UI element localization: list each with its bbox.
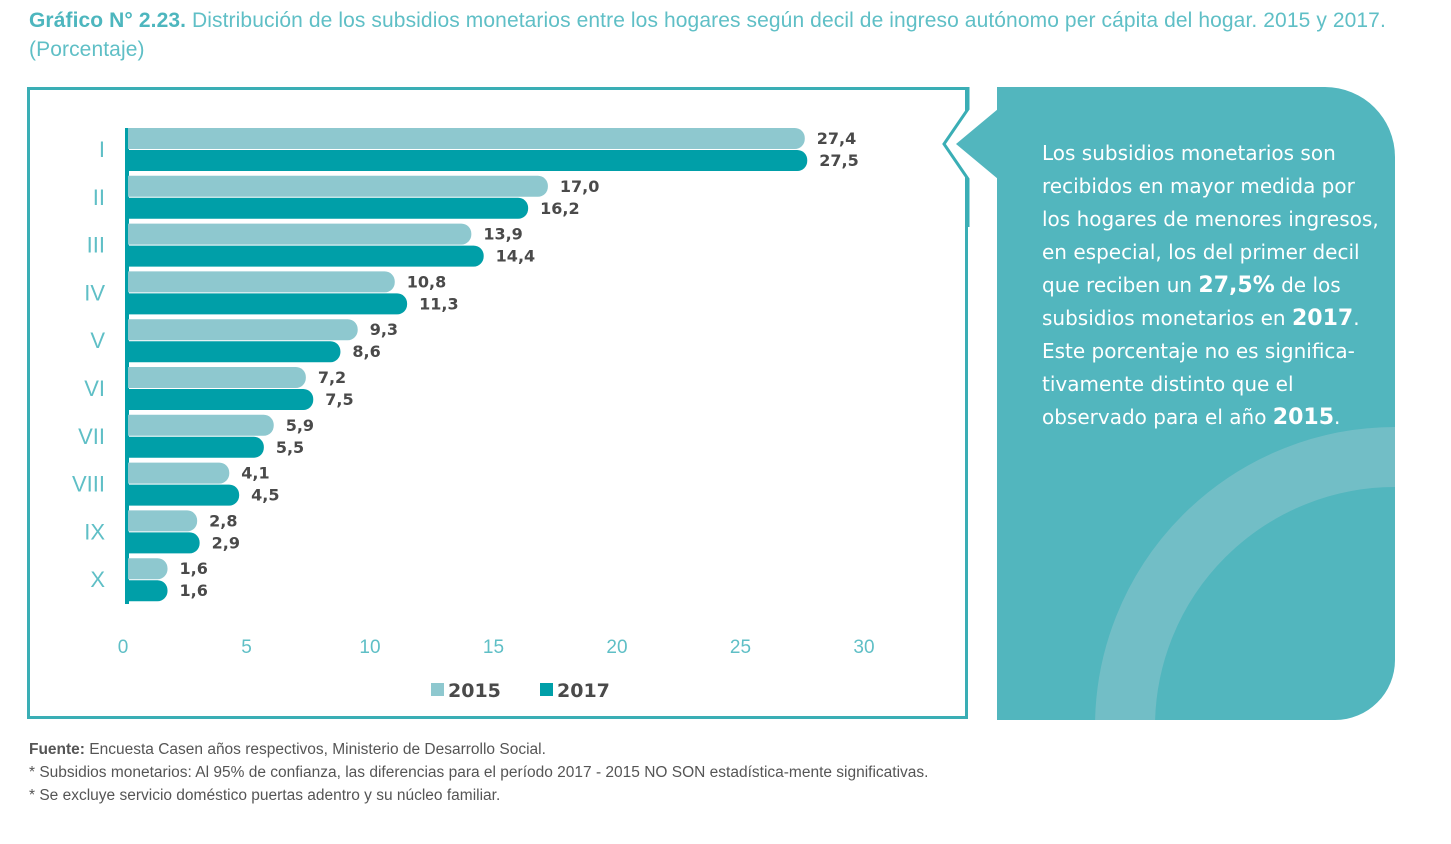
- callout-highlight: 27,5%: [1198, 273, 1275, 298]
- bar-2015-II: [128, 175, 548, 197]
- category-label: III: [87, 233, 105, 258]
- x-tick-label: 15: [483, 637, 504, 658]
- chart-title: Gráfico N° 2.23. Distribución de los sub…: [29, 6, 1429, 64]
- category-label: IX: [84, 519, 105, 544]
- source-text: Encuesta Casen años respectivos, Ministe…: [84, 741, 546, 758]
- chart-number: Gráfico N° 2.23.: [29, 9, 187, 32]
- callout-text-part: de los subsidios monetarios en: [1042, 273, 1341, 330]
- data-label-2017: 11,3: [419, 294, 458, 313]
- category-label: VI: [84, 376, 105, 401]
- callout-text-part: . Este porcentaje no es significa-tivame…: [1042, 306, 1360, 429]
- bar-2017-VI: [128, 389, 314, 410]
- y-axis-line: [125, 128, 129, 604]
- bar-2015-X: [128, 558, 168, 580]
- bar-2015-III: [128, 223, 472, 245]
- legend-swatch-2015: [431, 683, 444, 696]
- data-label-2015: 2,8: [209, 511, 237, 530]
- note-exclusion: * Se excluye servicio doméstico puertas …: [29, 787, 501, 804]
- source-line: Fuente: Encuesta Casen años respectivos,…: [29, 738, 989, 761]
- data-label-2017: 5,5: [276, 438, 304, 457]
- note-significance: * Subsidios monetarios: Al 95% de confia…: [29, 764, 929, 781]
- x-tick-label: 25: [730, 637, 751, 658]
- bar-2017-V: [128, 341, 341, 363]
- bar-2015-VII: [128, 414, 274, 436]
- data-label-2017: 14,4: [496, 247, 535, 266]
- data-label-2015: 10,8: [407, 272, 446, 291]
- data-label-2015: 9,3: [370, 320, 398, 339]
- bar-2017-IV: [128, 293, 408, 315]
- bar-2017-X: [128, 580, 168, 602]
- data-label-2015: 27,4: [817, 129, 856, 148]
- chart-frame: I 27,4 27,5 II 17,0 16,2 III 13,9 14,4 IV 10,8 11,3…: [27, 87, 968, 719]
- category-label: X: [90, 567, 105, 592]
- x-tick-label: 20: [606, 637, 627, 658]
- x-tick-label: 0: [118, 637, 129, 658]
- chart-title-text: Distribución de los subsidios monetarios…: [29, 9, 1386, 61]
- x-tick-label: 5: [241, 637, 252, 658]
- bar-chart: I 27,4 27,5 II 17,0 16,2 III 13,9 14,4 IV 10,8 11,3…: [72, 128, 875, 702]
- category-label: II: [93, 185, 105, 210]
- bar-2015-VI: [128, 367, 306, 388]
- category-label: IV: [84, 280, 105, 305]
- category-label: I: [99, 137, 105, 162]
- source-label: Fuente:: [29, 741, 85, 758]
- legend-label-2017: 2017: [557, 680, 610, 702]
- callout-box: Los subsidios monetarios son recibidos e…: [997, 87, 1395, 720]
- callout-highlight: 2015: [1272, 405, 1335, 430]
- bar-2017-II: [128, 197, 529, 219]
- data-label-2015: 1,6: [180, 559, 208, 578]
- data-label-2017: 27,5: [819, 151, 858, 170]
- x-tick-label: 10: [359, 637, 380, 658]
- data-label-2015: 4,1: [241, 464, 269, 483]
- callout-text-part: Los subsidios monetarios son recibidos e…: [1042, 141, 1379, 297]
- data-label-2015: 7,2: [318, 368, 346, 387]
- legend-label-2015: 2015: [448, 680, 501, 702]
- callout-text-part: .: [1334, 405, 1341, 429]
- bar-2017-IX: [128, 532, 200, 554]
- category-label: V: [90, 328, 105, 353]
- data-label-2017: 7,5: [325, 390, 353, 409]
- bar-2015-I: [128, 128, 805, 149]
- bar-2017-III: [128, 245, 484, 267]
- bar-2015-VIII: [128, 462, 230, 484]
- data-label-2017: 2,9: [212, 533, 240, 552]
- bar-2015-IV: [128, 271, 395, 293]
- callout-pointer: [942, 87, 998, 227]
- category-label: VIII: [72, 472, 105, 497]
- category-label: VII: [78, 424, 105, 449]
- data-label-2017: 1,6: [180, 581, 208, 600]
- data-label-2017: 16,2: [540, 199, 579, 218]
- footer-notes: Fuente: Encuesta Casen años respectivos,…: [29, 738, 989, 807]
- data-label-2017: 4,5: [251, 486, 279, 505]
- callout-text: Los subsidios monetarios son recibidos e…: [1042, 137, 1382, 434]
- x-tick-label: 30: [853, 637, 874, 658]
- bar-2015-IX: [128, 510, 198, 532]
- legend-swatch-2017: [540, 683, 553, 696]
- data-label-2015: 5,9: [286, 416, 314, 435]
- bar-2017-I: [128, 150, 808, 171]
- callout-highlight: 2017: [1291, 306, 1354, 331]
- data-label-2015: 13,9: [483, 225, 522, 244]
- bar-2015-V: [128, 319, 358, 341]
- data-label-2015: 17,0: [560, 177, 599, 196]
- bar-2017-VIII: [128, 484, 240, 506]
- bar-2017-VII: [128, 436, 264, 458]
- data-label-2017: 8,6: [352, 342, 380, 361]
